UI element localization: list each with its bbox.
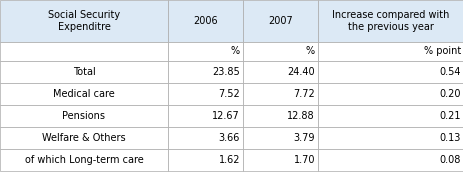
Bar: [243, 149, 317, 171]
Text: 2006: 2006: [193, 16, 217, 26]
Bar: [243, 83, 317, 105]
Bar: [0, 83, 168, 105]
Bar: [243, 105, 317, 127]
Text: 3.66: 3.66: [218, 133, 239, 143]
Bar: [168, 42, 243, 61]
Bar: [317, 127, 463, 149]
Bar: [243, 127, 317, 149]
Bar: [317, 105, 463, 127]
Bar: [317, 149, 463, 171]
Text: 0.20: 0.20: [438, 89, 460, 99]
Bar: [0, 127, 168, 149]
Text: 0.21: 0.21: [438, 111, 460, 121]
Text: 0.54: 0.54: [438, 67, 460, 77]
Bar: [243, 61, 317, 83]
Text: 24.40: 24.40: [287, 67, 314, 77]
Bar: [317, 42, 463, 61]
Bar: [317, 0, 463, 42]
Bar: [168, 105, 243, 127]
Text: Welfare & Others: Welfare & Others: [42, 133, 125, 143]
Bar: [0, 0, 168, 42]
Text: 2007: 2007: [268, 16, 292, 26]
Bar: [317, 61, 463, 83]
Bar: [168, 61, 243, 83]
Bar: [243, 0, 317, 42]
Bar: [168, 0, 243, 42]
Text: 7.72: 7.72: [293, 89, 314, 99]
Text: Medical care: Medical care: [53, 89, 115, 99]
Text: 23.85: 23.85: [212, 67, 239, 77]
Text: 1.62: 1.62: [218, 155, 239, 165]
Bar: [168, 127, 243, 149]
Text: Social Security
Expenditre: Social Security Expenditre: [48, 10, 120, 32]
Text: %: %: [231, 47, 239, 57]
Bar: [0, 105, 168, 127]
Bar: [168, 149, 243, 171]
Text: Increase compared with
the previous year: Increase compared with the previous year: [332, 10, 449, 32]
Text: 0.08: 0.08: [438, 155, 460, 165]
Text: Pensions: Pensions: [63, 111, 105, 121]
Text: 1.70: 1.70: [293, 155, 314, 165]
Bar: [0, 42, 168, 61]
Bar: [0, 149, 168, 171]
Bar: [168, 83, 243, 105]
Text: % point: % point: [423, 47, 460, 57]
Text: Total: Total: [73, 67, 95, 77]
Bar: [317, 83, 463, 105]
Text: 7.52: 7.52: [218, 89, 239, 99]
Bar: [243, 42, 317, 61]
Text: %: %: [305, 47, 314, 57]
Text: 0.13: 0.13: [438, 133, 460, 143]
Text: 12.88: 12.88: [287, 111, 314, 121]
Text: of which Long-term care: of which Long-term care: [25, 155, 143, 165]
Text: 3.79: 3.79: [293, 133, 314, 143]
Text: 12.67: 12.67: [212, 111, 239, 121]
Bar: [0, 61, 168, 83]
